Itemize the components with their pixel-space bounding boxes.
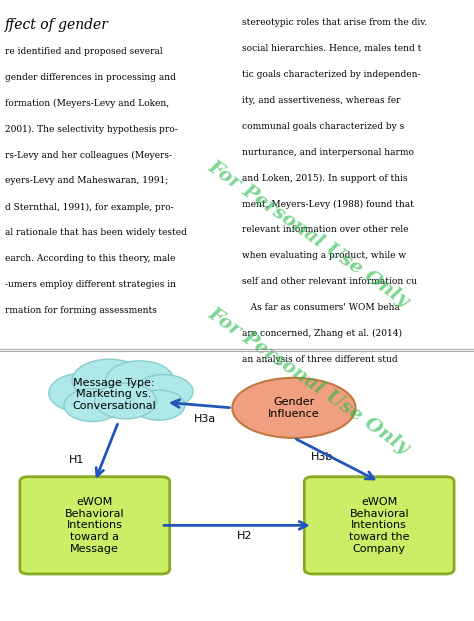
Text: eyers-Levy and Maheswaran, 1991;: eyers-Levy and Maheswaran, 1991; bbox=[5, 176, 168, 186]
FancyBboxPatch shape bbox=[304, 477, 454, 574]
Text: For Personal Use Only: For Personal Use Only bbox=[204, 304, 412, 457]
Text: ity, and assertiveness, whereas fer: ity, and assertiveness, whereas fer bbox=[242, 96, 400, 105]
Circle shape bbox=[64, 389, 121, 422]
Text: H3b: H3b bbox=[310, 452, 333, 462]
Text: gender differences in processing and: gender differences in processing and bbox=[5, 73, 175, 82]
Text: eWOM
Behavioral
Intentions
toward the
Company: eWOM Behavioral Intentions toward the Co… bbox=[349, 497, 410, 553]
Text: stereotypic roles that arise from the div.: stereotypic roles that arise from the di… bbox=[242, 18, 427, 27]
Text: H2: H2 bbox=[237, 531, 253, 541]
Text: formation (Meyers-Levy and Loken,: formation (Meyers-Levy and Loken, bbox=[5, 99, 169, 108]
FancyBboxPatch shape bbox=[20, 477, 170, 574]
Text: al rationale that has been widely tested: al rationale that has been widely tested bbox=[5, 229, 187, 237]
Text: For Personal Use Only: For Personal Use Only bbox=[204, 158, 412, 310]
Text: nurturance, and interpersonal harmo: nurturance, and interpersonal harmo bbox=[242, 148, 414, 156]
Text: are concerned, Zhang et al. (2014): are concerned, Zhang et al. (2014) bbox=[242, 329, 402, 338]
Text: eWOM
Behavioral
Intentions
toward a
Message: eWOM Behavioral Intentions toward a Mess… bbox=[65, 497, 125, 553]
Text: Message Type:
Marketing vs.
Conversational: Message Type: Marketing vs. Conversation… bbox=[72, 378, 155, 411]
Circle shape bbox=[49, 373, 117, 412]
Text: ment, Meyers-Levy (1988) found that: ment, Meyers-Levy (1988) found that bbox=[242, 199, 414, 209]
Text: social hierarchies. Hence, males tend t: social hierarchies. Hence, males tend t bbox=[242, 44, 421, 53]
Text: rmation for forming assessments: rmation for forming assessments bbox=[5, 306, 156, 315]
Circle shape bbox=[134, 374, 193, 409]
Text: relevant information over other rele: relevant information over other rele bbox=[242, 225, 408, 235]
Ellipse shape bbox=[232, 378, 356, 438]
Text: -umers employ different strategies in: -umers employ different strategies in bbox=[5, 280, 176, 289]
Text: d Sternthal, 1991), for example, pro-: d Sternthal, 1991), for example, pro- bbox=[5, 202, 173, 212]
Circle shape bbox=[95, 383, 156, 419]
Text: ffect of gender: ffect of gender bbox=[5, 18, 109, 32]
Text: Gender
Influence: Gender Influence bbox=[268, 397, 319, 419]
Text: and Loken, 2015). In support of this: and Loken, 2015). In support of this bbox=[242, 174, 407, 183]
Text: re identified and proposed several: re identified and proposed several bbox=[5, 47, 163, 56]
Circle shape bbox=[133, 390, 185, 420]
Text: when evaluating a product, while w: when evaluating a product, while w bbox=[242, 252, 406, 260]
Text: tic goals characterized by independen-: tic goals characterized by independen- bbox=[242, 70, 420, 79]
Text: self and other relevant information cu: self and other relevant information cu bbox=[242, 278, 417, 286]
Text: 2001). The selectivity hypothesis pro-: 2001). The selectivity hypothesis pro- bbox=[5, 125, 177, 134]
Text: As far as consumers' WOM beha: As far as consumers' WOM beha bbox=[242, 303, 400, 312]
Text: H3a: H3a bbox=[194, 414, 217, 424]
Text: an analysis of three different stud: an analysis of three different stud bbox=[242, 355, 397, 364]
Text: communal goals characterized by s: communal goals characterized by s bbox=[242, 122, 404, 131]
Text: rs-Levy and her colleagues (Meyers-: rs-Levy and her colleagues (Meyers- bbox=[5, 150, 172, 160]
Circle shape bbox=[72, 359, 146, 402]
Text: earch. According to this theory, male: earch. According to this theory, male bbox=[5, 254, 175, 263]
Circle shape bbox=[106, 361, 174, 400]
Text: H1: H1 bbox=[69, 455, 84, 465]
